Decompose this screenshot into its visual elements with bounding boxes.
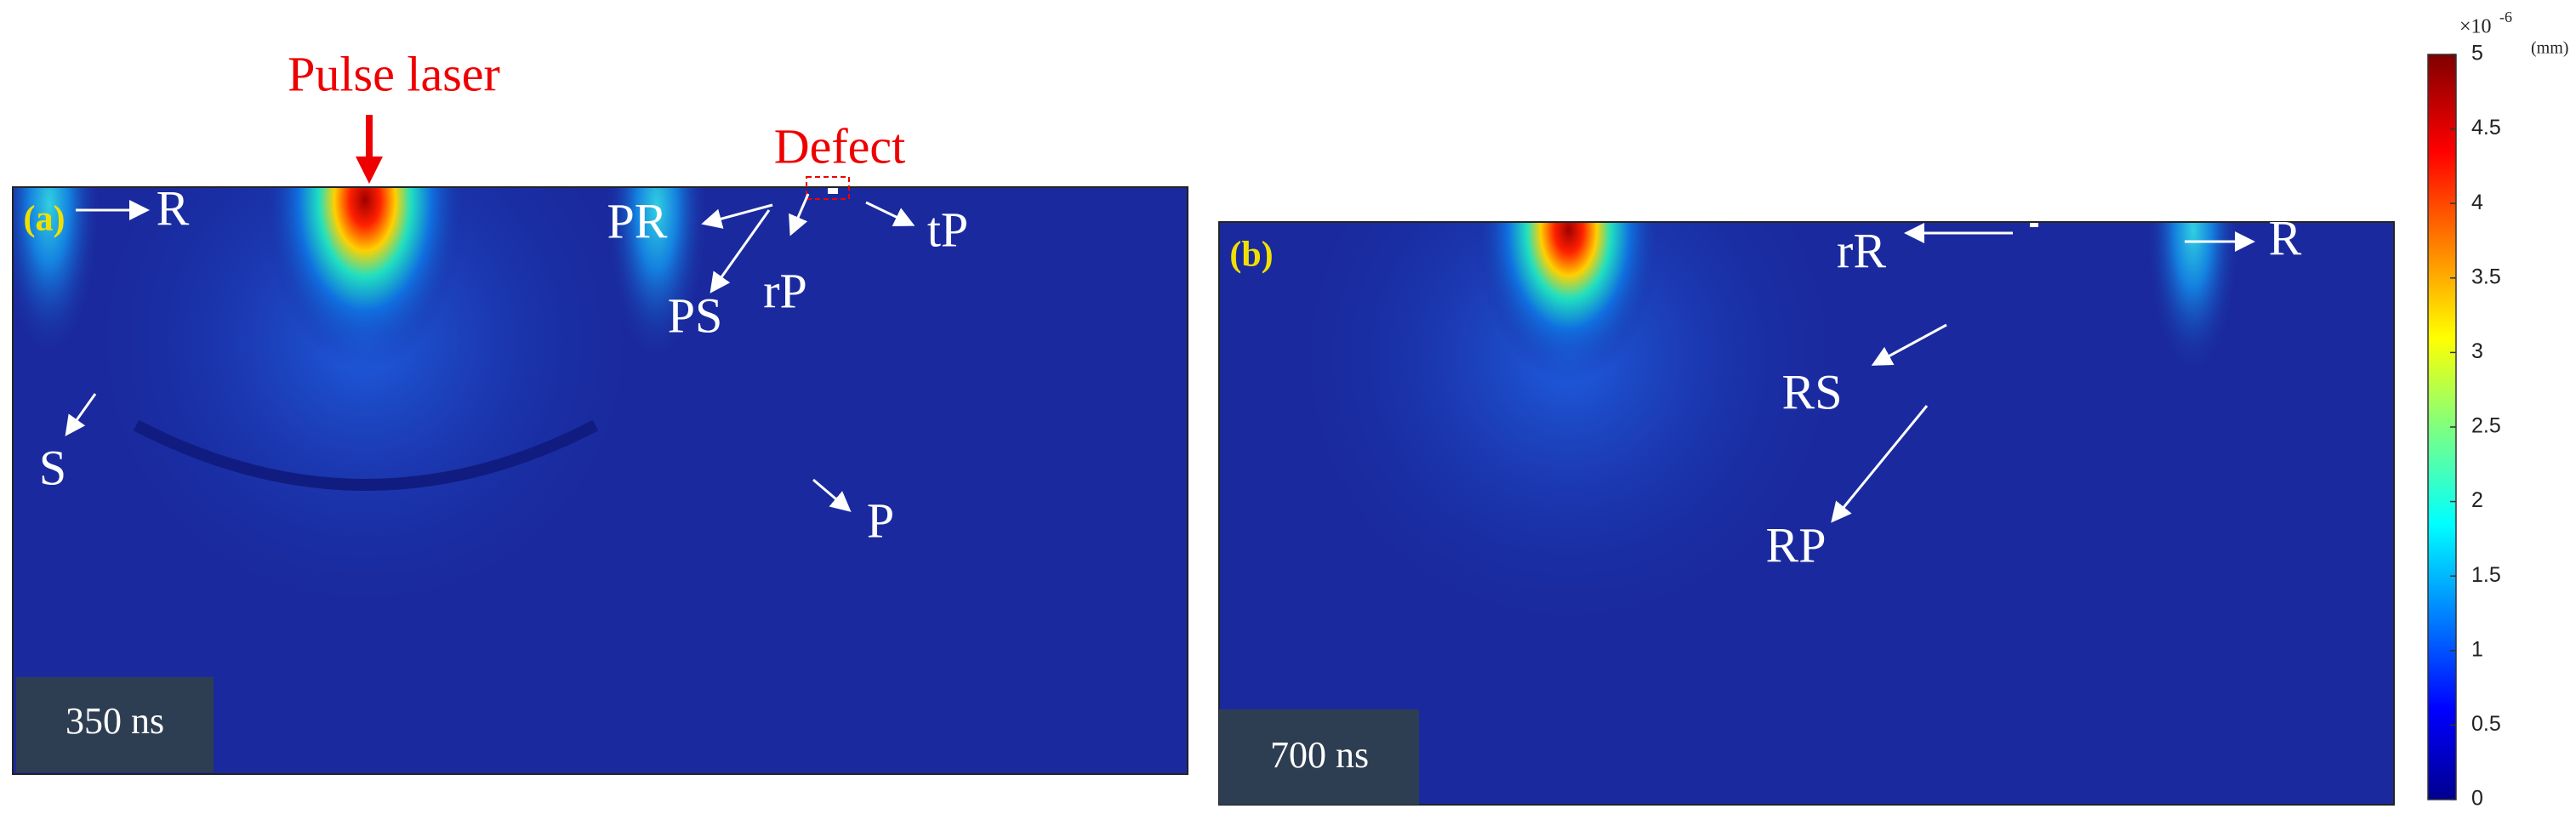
wave-label: PS [668, 288, 723, 343]
colorbar-tick-label: 3.5 [2471, 265, 2501, 288]
wave-label: S [39, 440, 66, 495]
wave-label: R [2269, 210, 2302, 265]
defect-box [806, 176, 850, 200]
colorbar-tick-label: 4.5 [2471, 116, 2501, 140]
colorbar-tick-label: 0 [2471, 787, 2483, 811]
arrows-a [65, 193, 915, 512]
colorbar-exponent: -6 [2499, 9, 2512, 26]
time-box [1219, 709, 1419, 805]
colorbar-tick-label: 0.5 [2471, 712, 2501, 736]
colorbar-tick-label: 2 [2471, 488, 2483, 512]
panel-tag: (a) [24, 200, 66, 239]
colorbar-ticks: 0 0.5 1 1.5 2 2.5 3 3.5 4 4.5 5 [2450, 42, 2501, 811]
colorbar-tick-label: 3 [2471, 339, 2483, 363]
wave-label: RP [1766, 517, 1827, 572]
wave-label: rP [763, 263, 807, 318]
panel-b [1219, 222, 2394, 805]
time-box [16, 677, 214, 772]
time-label: 700 ns [1270, 734, 1369, 776]
wave-label: P [867, 493, 894, 548]
wave-label: PR [607, 193, 668, 248]
colorbar-tick-label: 4 [2471, 191, 2483, 214]
wave-label: RS [1782, 364, 1843, 419]
panel-tag: (b) [1229, 236, 1273, 275]
defect-label: Defect [774, 118, 906, 174]
time-label: 350 ns [66, 700, 164, 742]
colorbar-tick-label: 5 [2471, 42, 2483, 65]
colorbar-tick-label: 1 [2471, 637, 2483, 661]
panel-a [13, 187, 1188, 774]
colorbar-tick-label: 2.5 [2471, 414, 2501, 438]
colorbar-tick-label: 1.5 [2471, 563, 2501, 587]
colorbar-base: ×10 [2459, 16, 2492, 38]
colorbar-unit: (mm) [2531, 39, 2568, 58]
arrows-b [1831, 223, 2255, 523]
wave-label: rR [1837, 223, 1886, 278]
laser-label: Pulse laser [288, 46, 500, 101]
wave-label: R [157, 180, 190, 236]
wave-label: tP [927, 202, 968, 257]
